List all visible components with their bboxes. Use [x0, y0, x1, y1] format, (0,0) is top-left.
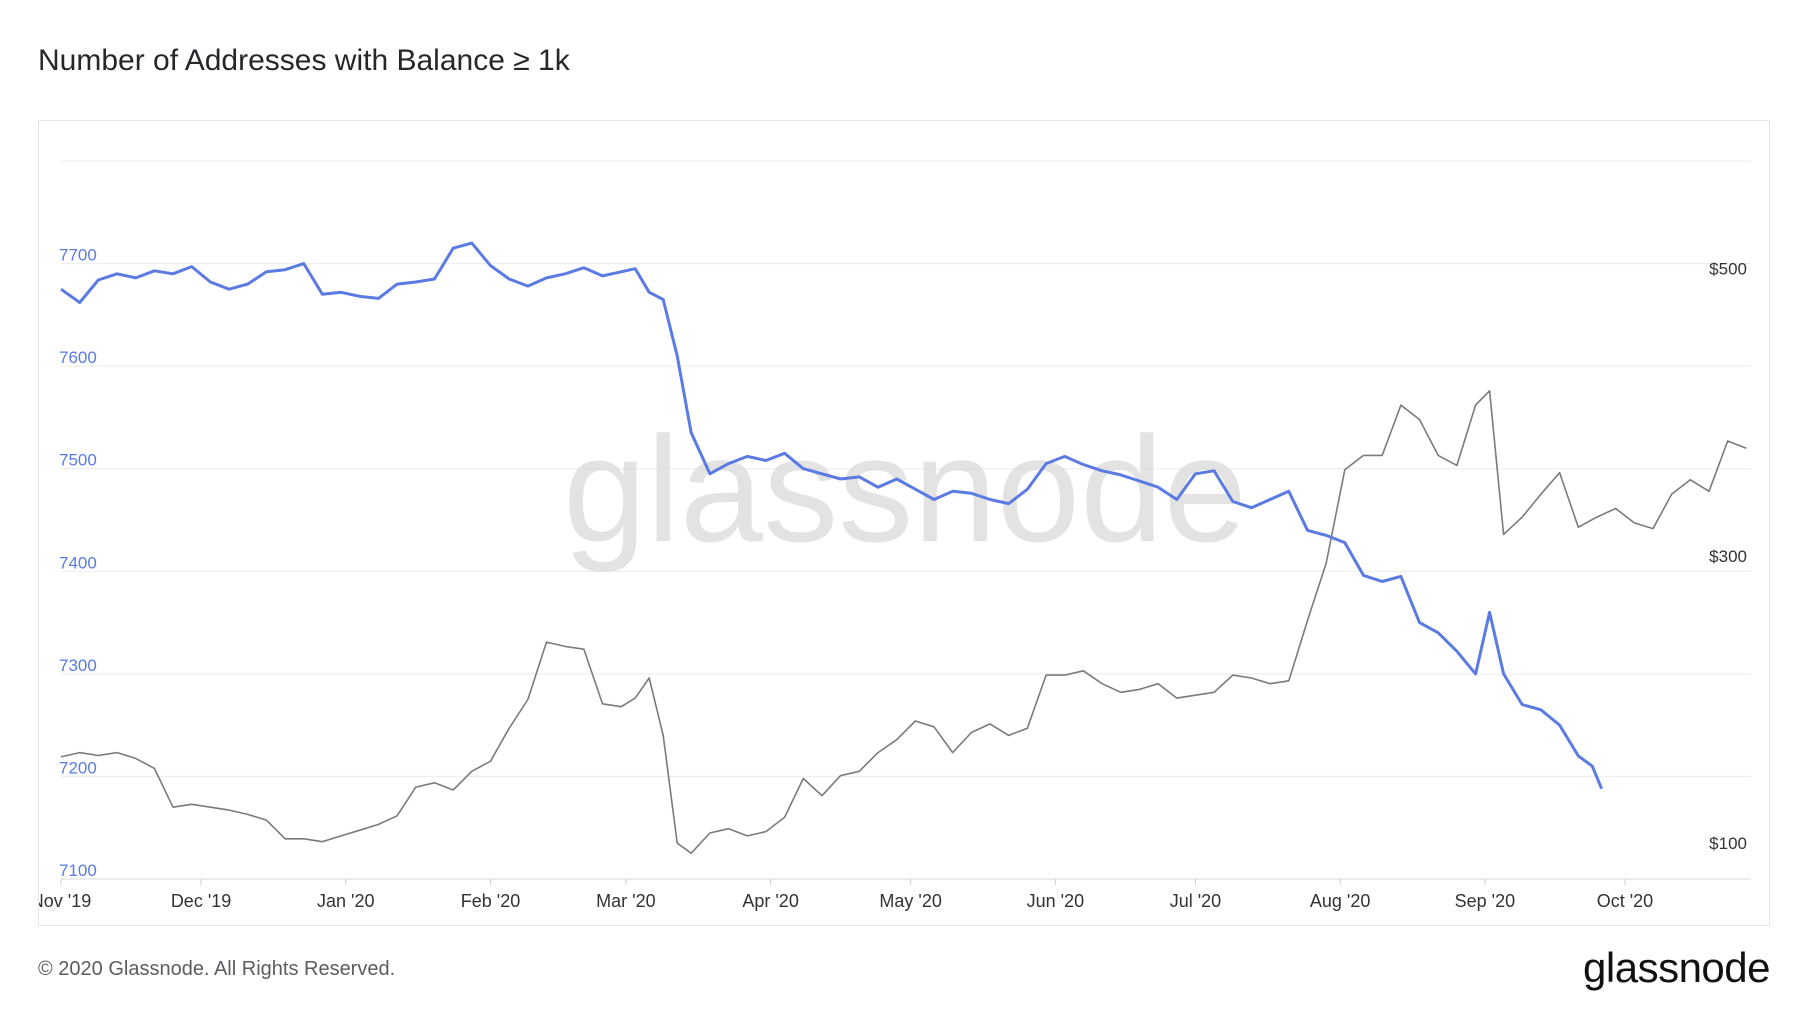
x-tick-label: Aug '20 — [1310, 891, 1371, 911]
y-left-tick-label: 7600 — [59, 348, 97, 367]
y-left-tick-label: 7500 — [59, 451, 97, 470]
y-left-tick-label: 7100 — [59, 861, 97, 880]
x-tick-label: Apr '20 — [742, 891, 798, 911]
x-tick-label: Mar '20 — [596, 891, 655, 911]
y-left-tick-label: 7700 — [59, 246, 97, 265]
x-tick-label: Nov '19 — [39, 891, 91, 911]
x-tick-label: May '20 — [879, 891, 941, 911]
y-left-tick-label: 7300 — [59, 656, 97, 675]
watermark-text: glassnode — [563, 405, 1247, 573]
y-left-tick-label: 7200 — [59, 758, 97, 777]
x-tick-label: Dec '19 — [171, 891, 231, 911]
x-tick-label: Oct '20 — [1597, 891, 1653, 911]
y-right-tick-label: $300 — [1709, 547, 1747, 566]
x-tick-label: Sep '20 — [1455, 891, 1516, 911]
price-series-line[interactable] — [60, 390, 1747, 854]
x-tick-label: Jan '20 — [317, 891, 374, 911]
x-tick-label: Feb '20 — [461, 891, 520, 911]
y-right-tick-label: $500 — [1709, 260, 1747, 279]
brand-logo[interactable]: glassnode — [1583, 944, 1770, 991]
chart-frame: glassnode 7100 7200 7300 7400 7500 7600 7700 $10… — [38, 120, 1770, 926]
copyright-text: © 2020 Glassnode. All Rights Reserved. — [38, 958, 396, 980]
page-title: Number of Addresses with Balance ≥ 1k — [38, 44, 570, 77]
line-chart[interactable]: glassnode 7100 7200 7300 7400 7500 7600 7700 $10… — [39, 121, 1771, 927]
y-left-tick-label: 7400 — [59, 553, 97, 572]
y-right-tick-label: $100 — [1709, 834, 1747, 853]
x-tick-label: Jun '20 — [1027, 891, 1084, 911]
addresses-series-line[interactable] — [60, 241, 1603, 790]
x-tick-label: Jul '20 — [1170, 891, 1221, 911]
